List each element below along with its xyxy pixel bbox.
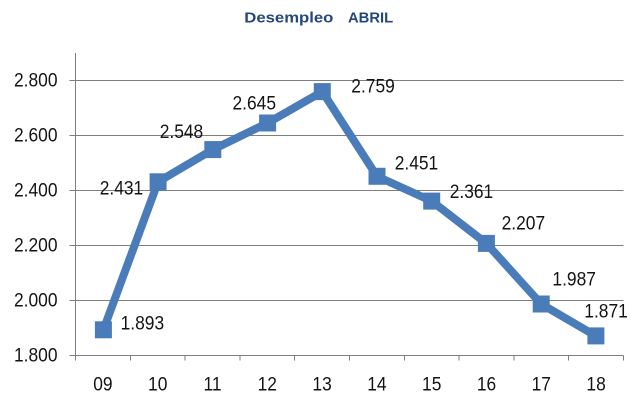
svg-text:11: 11: [203, 373, 221, 395]
svg-text:2.645: 2.645: [233, 92, 277, 114]
svg-text:2.000: 2.000: [14, 288, 58, 310]
svg-text:2.548: 2.548: [160, 120, 204, 142]
svg-text:1.893: 1.893: [121, 312, 165, 334]
svg-text:2.800: 2.800: [14, 68, 58, 90]
svg-text:2.431: 2.431: [100, 177, 144, 199]
svg-text:ABRIL: ABRIL: [348, 9, 393, 26]
svg-text:1.871: 1.871: [584, 299, 628, 321]
svg-text:Desempleo: Desempleo: [244, 9, 333, 26]
svg-text:1.800: 1.800: [14, 343, 58, 365]
svg-text:12: 12: [258, 373, 277, 395]
svg-text:2.361: 2.361: [450, 180, 494, 202]
svg-text:14: 14: [367, 373, 386, 395]
svg-text:16: 16: [477, 373, 496, 395]
svg-text:2.400: 2.400: [14, 178, 58, 200]
svg-text:2.451: 2.451: [395, 152, 439, 174]
svg-text:2.207: 2.207: [502, 212, 546, 234]
svg-text:2.200: 2.200: [14, 233, 58, 255]
svg-text:10: 10: [148, 373, 167, 395]
svg-text:15: 15: [422, 373, 441, 395]
svg-text:17: 17: [532, 373, 551, 395]
svg-text:13: 13: [312, 373, 331, 395]
svg-text:2.600: 2.600: [14, 123, 58, 145]
svg-text:1.987: 1.987: [552, 268, 596, 290]
svg-text:2.759: 2.759: [351, 75, 395, 97]
svg-text:09: 09: [93, 373, 112, 395]
svg-text:18: 18: [586, 373, 605, 395]
